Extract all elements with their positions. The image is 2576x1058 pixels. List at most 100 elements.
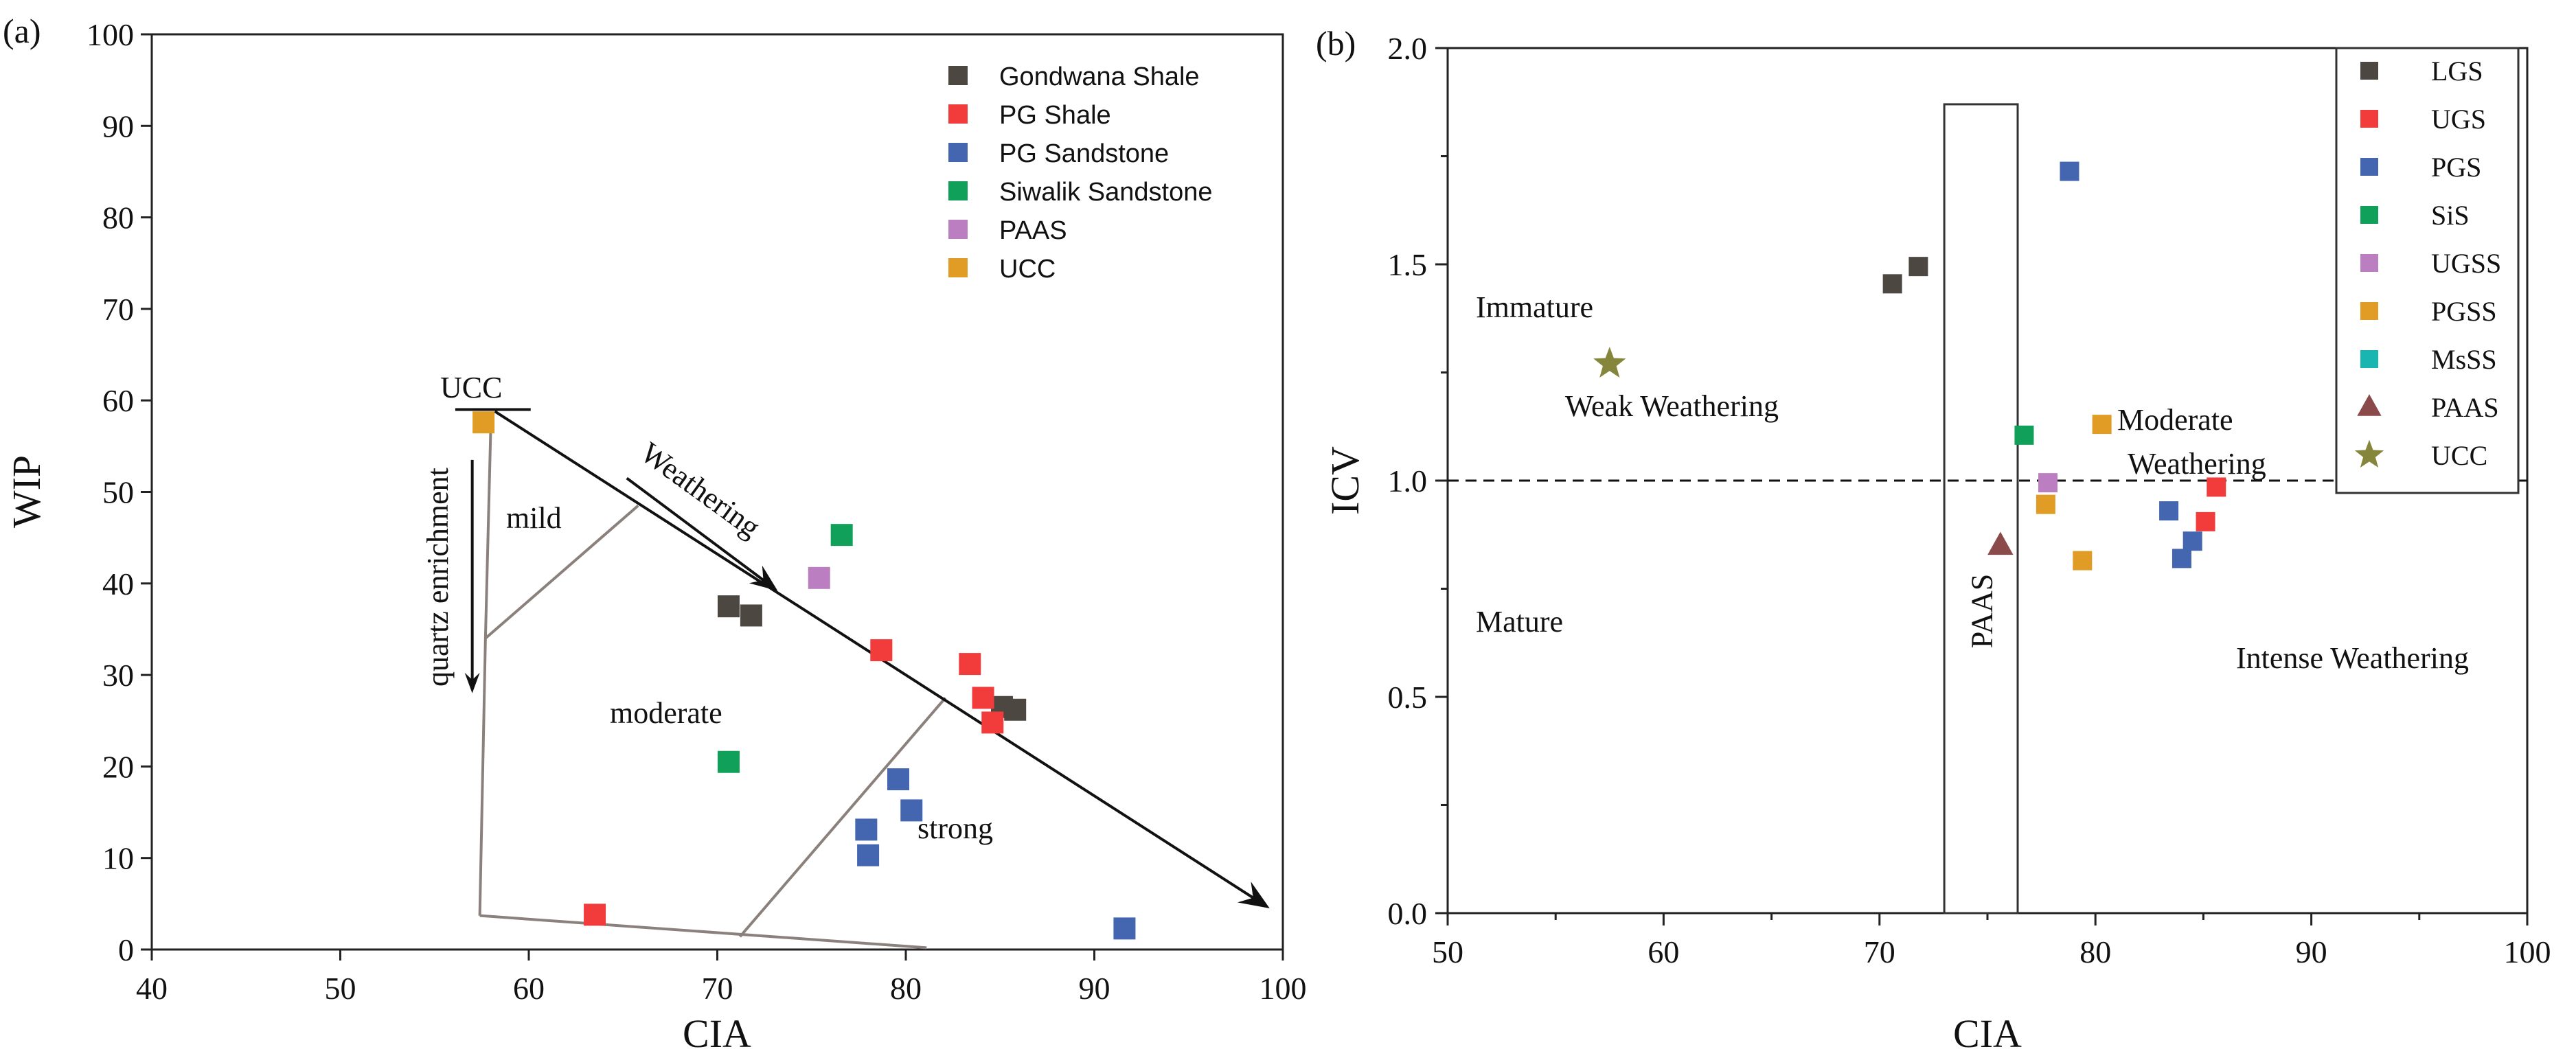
y-tick-label: 30 xyxy=(102,658,134,693)
point-pgs xyxy=(2060,161,2079,181)
plot-a-y-axis: 0 10 20 30 40 50 60 70 80 90 100 xyxy=(87,17,152,967)
legend-label-ucc: UCC xyxy=(2431,440,2487,471)
y-tick-label: 20 xyxy=(102,749,134,784)
y-tick-label: 50 xyxy=(102,475,134,510)
legend-marker-ugs xyxy=(2360,110,2378,128)
point-paas xyxy=(1987,531,2014,555)
mature-label: Mature xyxy=(1476,605,1563,639)
point-ugs xyxy=(2207,477,2226,497)
point-ugs xyxy=(2196,511,2215,531)
legend-marker-siwalik-sandstone xyxy=(948,181,968,200)
point-ugss xyxy=(2038,473,2058,493)
point-pgs xyxy=(2172,549,2191,568)
legend-marker-paas xyxy=(948,220,968,239)
legend-marker-paas xyxy=(2357,394,2382,416)
y-tick-label: 2.0 xyxy=(1388,31,1428,66)
quartz-enrichment-arrowhead xyxy=(464,672,480,693)
point-paas xyxy=(808,566,830,589)
plot-b-x-label: CIA xyxy=(1953,1011,2022,1056)
moderate-weathering-label-line2: Weathering xyxy=(2128,447,2266,481)
x-tick-label: 60 xyxy=(1648,934,1679,969)
x-tick-label: 70 xyxy=(1864,934,1895,969)
point-pg-sandstone xyxy=(887,768,910,791)
x-tick-label: 100 xyxy=(2504,934,2551,969)
x-tick-label: 80 xyxy=(890,971,922,1006)
legend-label-ugs: UGS xyxy=(2431,104,2486,135)
legend-label-siwalik-sandstone: Siwalik Sandstone xyxy=(999,178,1213,207)
strong-label: strong xyxy=(917,812,993,845)
legend-label-pgss: PGSS xyxy=(2431,296,2497,327)
legend-marker-sis xyxy=(2360,206,2378,224)
point-pgss xyxy=(2092,415,2112,435)
plot-b-points xyxy=(1593,161,2226,571)
point-siwalik-sandstone xyxy=(717,750,740,773)
region-strong-boundary xyxy=(738,697,947,938)
point-pg-shale xyxy=(584,904,606,926)
legend-marker-ucc xyxy=(2354,439,2384,468)
legend-marker-lgs xyxy=(2360,62,2378,80)
weak-weathering-label: Weak Weathering xyxy=(1565,389,1779,423)
legend-label-paas: PAAS xyxy=(999,216,1067,245)
plot-b-x-axis: 50 60 70 80 90 100 xyxy=(1432,913,2551,969)
plot-a-x-axis: 40 50 60 70 80 90 100 xyxy=(136,950,1307,1006)
x-tick-label: 90 xyxy=(1079,971,1110,1006)
y-tick-label: 1.0 xyxy=(1388,463,1428,498)
point-pgss xyxy=(2073,551,2093,571)
point-pgss xyxy=(2036,494,2055,514)
legend-marker-pgss xyxy=(2360,302,2378,320)
legend-marker-pg-sandstone xyxy=(948,143,968,162)
legend-label-ucc: UCC xyxy=(999,255,1056,284)
plot-a-points xyxy=(472,411,1136,940)
y-tick-label: 40 xyxy=(102,566,134,601)
intense-weathering-label: Intense Weathering xyxy=(2236,641,2469,675)
x-tick-label: 60 xyxy=(513,971,545,1006)
y-tick-label: 0 xyxy=(118,932,134,967)
x-tick-label: 90 xyxy=(2296,934,2327,969)
x-tick-label: 50 xyxy=(325,971,356,1006)
legend-marker-pg-shale xyxy=(948,104,968,124)
legend-marker-ugss xyxy=(2360,254,2378,272)
legend-label-gondwana-shale: Gondwana Shale xyxy=(999,62,1200,91)
point-pgs xyxy=(2159,501,2179,521)
legend-label-pgs: PGS xyxy=(2431,152,2481,183)
plot-b-y-label: ICV xyxy=(1323,446,1367,515)
point-pg-shale xyxy=(981,711,1004,734)
legend-marker-msss xyxy=(2360,350,2378,368)
y-tick-label: 0.0 xyxy=(1388,896,1428,931)
point-pg-shale xyxy=(959,653,981,676)
point-ucc xyxy=(472,411,495,434)
panel-a: (a) 0 10 20 30 40 50 60 70 80 90 100 40 50 60 70 80 90 1… xyxy=(3,12,1307,1056)
weathering-parallel-arrowhead xyxy=(749,565,778,591)
legend-label-ugss: UGSS xyxy=(2431,248,2501,279)
point-gondwana-shale xyxy=(717,595,740,618)
plot-a-y-label: WIP xyxy=(4,455,49,528)
legend-label-lgs: LGS xyxy=(2431,56,2483,87)
panel-b: (b) 0.0 0.5 1.0 1.5 2.0 50 60 70 80 90 100 CIA IC… xyxy=(1316,24,2551,1056)
point-pg-shale xyxy=(972,687,994,709)
y-tick-label: 60 xyxy=(102,383,134,418)
legend-marker-gondwana-shale xyxy=(948,66,968,85)
legend-label-pg-shale: PG Shale xyxy=(999,101,1111,130)
region-left-boundary xyxy=(478,414,493,916)
legend-label-paas: PAAS xyxy=(2431,392,2499,423)
plot-a-x-label: CIA xyxy=(683,1011,751,1056)
point-pg-sandstone xyxy=(857,844,880,866)
legend-marker-ucc xyxy=(948,258,968,277)
legend-marker-pgs xyxy=(2360,158,2378,176)
panel-b-label: (b) xyxy=(1316,24,1356,62)
legend-label-msss: MsSS xyxy=(2431,344,2497,375)
point-lgs xyxy=(1882,274,1902,294)
region-bottom-boundary xyxy=(479,914,927,950)
x-tick-label: 80 xyxy=(2079,934,2111,969)
paas-box-label: PAAS xyxy=(1965,574,1999,648)
moderate-weathering-label-line1: Moderate xyxy=(2117,403,2233,437)
plot-b-y-axis: 0.0 0.5 1.0 1.5 2.0 xyxy=(1388,31,1448,931)
plot-b-legend: LGS UGS PGS SiS UGSS PGSS MsSS PAAS UCC xyxy=(2354,56,2501,471)
point-gondwana-shale xyxy=(1004,698,1027,721)
x-tick-label: 50 xyxy=(1432,934,1463,969)
point-sis xyxy=(2014,425,2034,445)
weathering-parallel-arrow xyxy=(626,476,766,582)
plot-a-legend: Gondwana Shale PG Shale PG Sandstone Siwali… xyxy=(948,62,1213,284)
ucc-label: UCC xyxy=(440,371,502,404)
